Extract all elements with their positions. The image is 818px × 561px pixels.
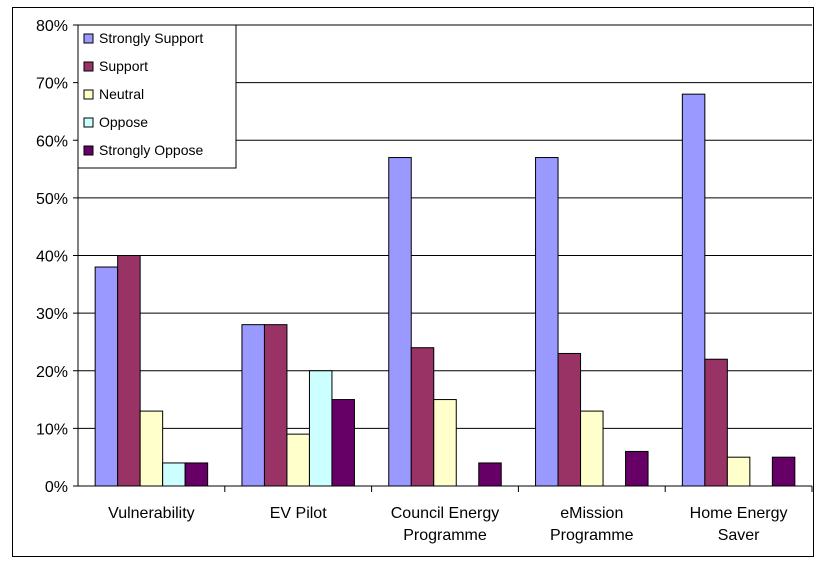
bar [162,462,186,487]
bar [625,450,649,487]
bar [681,93,706,487]
legend-entry: Neutral [99,86,144,102]
bar [94,266,119,487]
bar [433,399,457,487]
bar [557,352,582,487]
y-tick-label: 80% [36,18,68,35]
bar [184,462,209,487]
y-tick-label: 0% [45,479,68,496]
x-tick-label: eMission [560,505,623,522]
x-tick-label: Home Energy [690,505,788,522]
x-tick-label: Council Energy [391,505,500,522]
x-tick-label: Saver [718,527,760,544]
y-tick-label: 60% [36,133,68,150]
legend-swatch [83,89,94,100]
bar [535,157,559,487]
y-tick-label: 20% [36,364,68,381]
y-tick-label: 70% [36,76,68,93]
bar [478,462,502,487]
bar [580,410,604,487]
bar [331,399,355,487]
legend-entry: Strongly Support [99,30,203,46]
legend-entry: Support [99,58,148,74]
y-tick-label: 40% [36,249,68,266]
y-tick-label: 10% [36,421,68,438]
bar [388,157,412,487]
bar [308,370,333,487]
bar [117,255,141,487]
legend-box [77,24,237,169]
x-tick-label: Programme [550,527,634,544]
y-tick-label: 50% [36,191,68,208]
legend-entry: Oppose [99,114,148,130]
bar [286,433,310,487]
bar [139,410,164,487]
bar [771,456,796,487]
legend-swatch [83,61,94,72]
legend-swatch [83,145,94,156]
bar [410,347,435,487]
x-tick-label: Vulnerability [108,505,195,522]
legend-entry: Strongly Oppose [99,142,203,158]
bar [263,324,288,487]
x-tick-label: EV Pilot [270,505,327,522]
y-tick-label: 30% [36,306,68,323]
legend-swatch [83,33,94,44]
x-tick-label: Programme [403,527,487,544]
legend-swatch [83,117,94,128]
bar [241,324,265,487]
bar [726,456,751,487]
bar [704,358,728,487]
